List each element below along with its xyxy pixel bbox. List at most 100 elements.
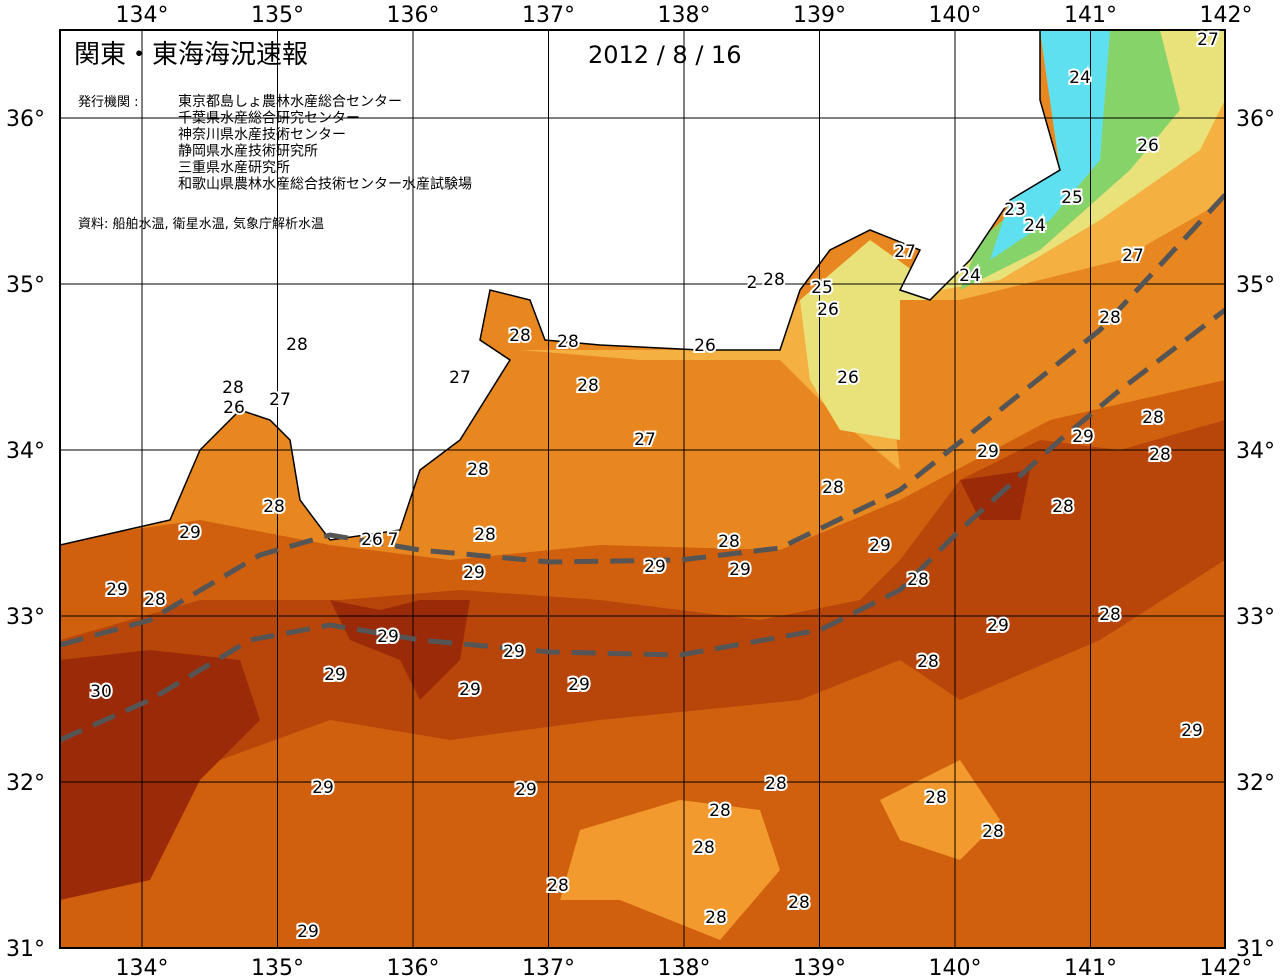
isotherm-label: 28 xyxy=(577,376,599,396)
isotherm-label: 28 xyxy=(763,270,785,290)
lat-label-right: 34° xyxy=(1236,439,1275,464)
lon-label-top: 141° xyxy=(1064,3,1117,28)
lon-label-bottom: 136° xyxy=(387,956,440,980)
lon-label-bottom: 139° xyxy=(793,956,846,980)
isotherm-label: 28 xyxy=(917,652,939,672)
isotherm-label: 28 xyxy=(982,822,1004,842)
isotherm-label: 29 xyxy=(644,557,666,577)
isotherm-label: 29 xyxy=(324,665,346,685)
isotherm-label: 29 xyxy=(503,642,525,662)
isotherm-label: 26 xyxy=(361,530,383,550)
isotherm-label: 29 xyxy=(312,778,334,798)
agency: 千葉県水産総合研究センター xyxy=(178,111,360,127)
isotherm-label: 28 xyxy=(1142,408,1164,428)
isotherm-label: 26 xyxy=(837,368,859,388)
isotherm-label: 29 xyxy=(729,560,751,580)
isotherm-label: 24 xyxy=(1024,216,1046,236)
current-axis-north xyxy=(60,193,1225,648)
agency: 静岡県水産技術研究所 xyxy=(178,144,318,160)
lat-label-left: 31° xyxy=(6,937,45,962)
sea-28 xyxy=(560,760,1000,940)
lat-label-right: 36° xyxy=(1236,107,1275,132)
lon-label-top: 139° xyxy=(793,3,846,28)
lon-label-bottom: 140° xyxy=(929,956,982,980)
isotherm-label: 27 xyxy=(1197,30,1219,50)
agency-list: 東京都島しょ農林水産総合センター千葉県水産総合研究センター神奈川県水産技術センタ… xyxy=(178,94,472,193)
sea-27 xyxy=(520,30,1225,470)
lon-label-bottom: 141° xyxy=(1064,956,1117,980)
lat-label-left: 32° xyxy=(6,771,45,796)
isotherm-label: 7 xyxy=(388,530,399,550)
isotherm-label: 28 xyxy=(263,497,285,517)
lat-label-left: 34° xyxy=(6,439,45,464)
agency: 東京都島しょ農林水産総合センター xyxy=(178,94,402,110)
lat-label-left: 35° xyxy=(6,273,45,298)
isotherm-label: 29 xyxy=(977,442,999,462)
isotherm-label: 24 xyxy=(1069,68,1091,88)
isotherm-label: 29 xyxy=(1181,721,1203,741)
lon-label-bottom: 137° xyxy=(522,956,575,980)
lat-label-left: 36° xyxy=(6,107,45,132)
source: 資料: 船舶水温, 衛星水温, 気象庁解析水温 xyxy=(78,216,324,232)
isotherm-label: 28 xyxy=(1149,445,1171,465)
lat-label-left: 33° xyxy=(6,605,45,630)
isotherm-label: 28 xyxy=(557,332,579,352)
isotherm-label: 27 xyxy=(449,368,471,388)
land xyxy=(60,30,1061,546)
agency: 三重県水産研究所 xyxy=(178,160,290,176)
lon-label-top: 138° xyxy=(658,3,711,28)
lon-label-top: 134° xyxy=(116,3,169,28)
isotherm-label: 27 xyxy=(269,390,291,410)
isotherm-label: 29 xyxy=(459,680,481,700)
isotherm-label: 28 xyxy=(788,893,810,913)
isotherm-label: 28 xyxy=(705,908,727,928)
isotherm-label: 29 xyxy=(463,563,485,583)
isotherm-label: 29 xyxy=(1072,427,1094,447)
isotherm-label: 28 xyxy=(547,876,569,896)
title: 関東・東海海況速報 xyxy=(74,40,308,70)
isotherm-label: 29 xyxy=(869,536,891,556)
lon-label-bottom: 142° xyxy=(1200,956,1253,980)
map-body xyxy=(60,30,1225,948)
isotherm-label: 29 xyxy=(297,922,319,942)
lon-label-bottom: 138° xyxy=(658,956,711,980)
graticule xyxy=(60,30,1225,948)
isotherm-label: 26 xyxy=(817,300,839,320)
agency: 和歌山県農林水産総合技術センター水産試験場 xyxy=(178,177,472,193)
isotherm-label: 28 xyxy=(709,801,731,821)
lat-label-right: 31° xyxy=(1236,937,1275,962)
lon-label-top: 142° xyxy=(1200,3,1253,28)
lat-label-right: 32° xyxy=(1236,771,1275,796)
isotherm-label: 27 xyxy=(1122,246,1144,266)
sea-24 xyxy=(990,30,1110,260)
isotherm-label: 28 xyxy=(718,532,740,552)
isotherm-label: 29 xyxy=(987,616,1009,636)
isotherm-label: 28 xyxy=(765,774,787,794)
sea-29-core xyxy=(60,420,1225,800)
lon-label-top: 137° xyxy=(522,3,575,28)
lon-label-bottom: 135° xyxy=(251,956,304,980)
isotherm-label: 28 xyxy=(474,525,496,545)
isotherm-label: 28 xyxy=(693,838,715,858)
isotherm-label: 29 xyxy=(106,580,128,600)
isotherm-label: 27 xyxy=(634,430,656,450)
isotherm-label: 28 xyxy=(907,570,929,590)
isotherm-label: 26 xyxy=(223,398,245,418)
isotherm-label: 28 xyxy=(1099,308,1121,328)
isotherm-label: 26 xyxy=(694,336,716,356)
lon-label-top: 135° xyxy=(251,3,304,28)
lon-label-top: 140° xyxy=(929,3,982,28)
isotherm-label: 25 xyxy=(811,278,833,298)
isotherm-label: 29 xyxy=(377,627,399,647)
isotherm-label: 29 xyxy=(568,675,590,695)
lon-label-top: 136° xyxy=(387,3,440,28)
isotherm-label: 2 xyxy=(747,273,758,293)
isotherm-label: 28 xyxy=(509,326,531,346)
isotherm-label: 25 xyxy=(1061,188,1083,208)
isotherm-label: 23 xyxy=(1004,200,1026,220)
lat-label-right: 33° xyxy=(1236,605,1275,630)
isotherm-label: 28 xyxy=(925,788,947,808)
lon-label-bottom: 134° xyxy=(116,956,169,980)
